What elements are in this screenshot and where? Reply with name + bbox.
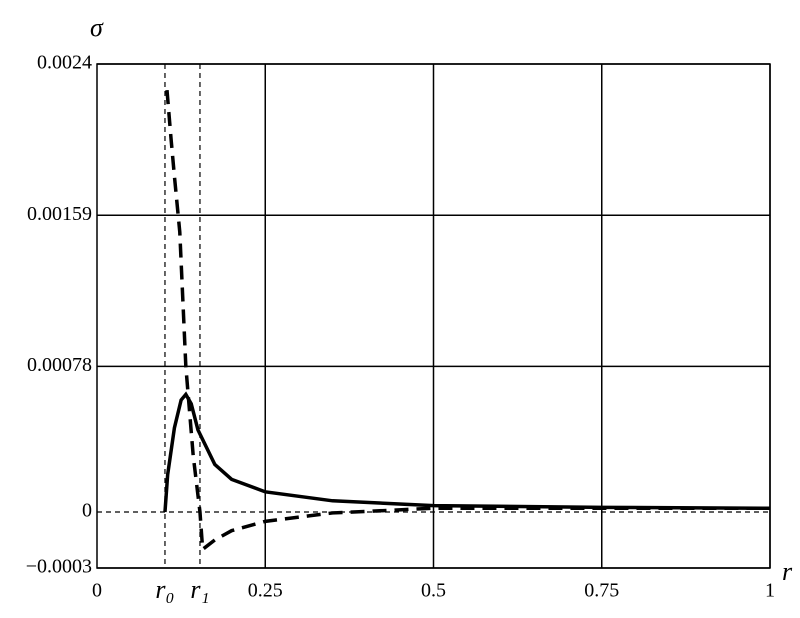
x-tick-label: 0.25 xyxy=(248,580,283,602)
x-tick-label: 0.75 xyxy=(584,580,619,602)
x-tick-label: 0 xyxy=(92,580,102,602)
y-axis-label: σ xyxy=(90,13,104,42)
y-tick-label: −0.0003 xyxy=(26,556,92,578)
line-series xyxy=(163,391,771,513)
y-tick-label: 0.0024 xyxy=(37,52,92,74)
y-tick-label: 0.00078 xyxy=(27,354,92,376)
x-axis-label: r xyxy=(782,557,793,586)
x-tick-label: r₀ xyxy=(155,575,174,604)
plot-frame xyxy=(96,63,771,569)
x-tick-label: 0.5 xyxy=(421,580,446,602)
y-tick-label: 0.00159 xyxy=(27,203,92,225)
y-tick-label: 0 xyxy=(82,500,92,522)
line-series xyxy=(165,89,770,553)
x-tick-label: 1 xyxy=(765,580,775,602)
x-tick-label: r₁ xyxy=(190,575,209,604)
